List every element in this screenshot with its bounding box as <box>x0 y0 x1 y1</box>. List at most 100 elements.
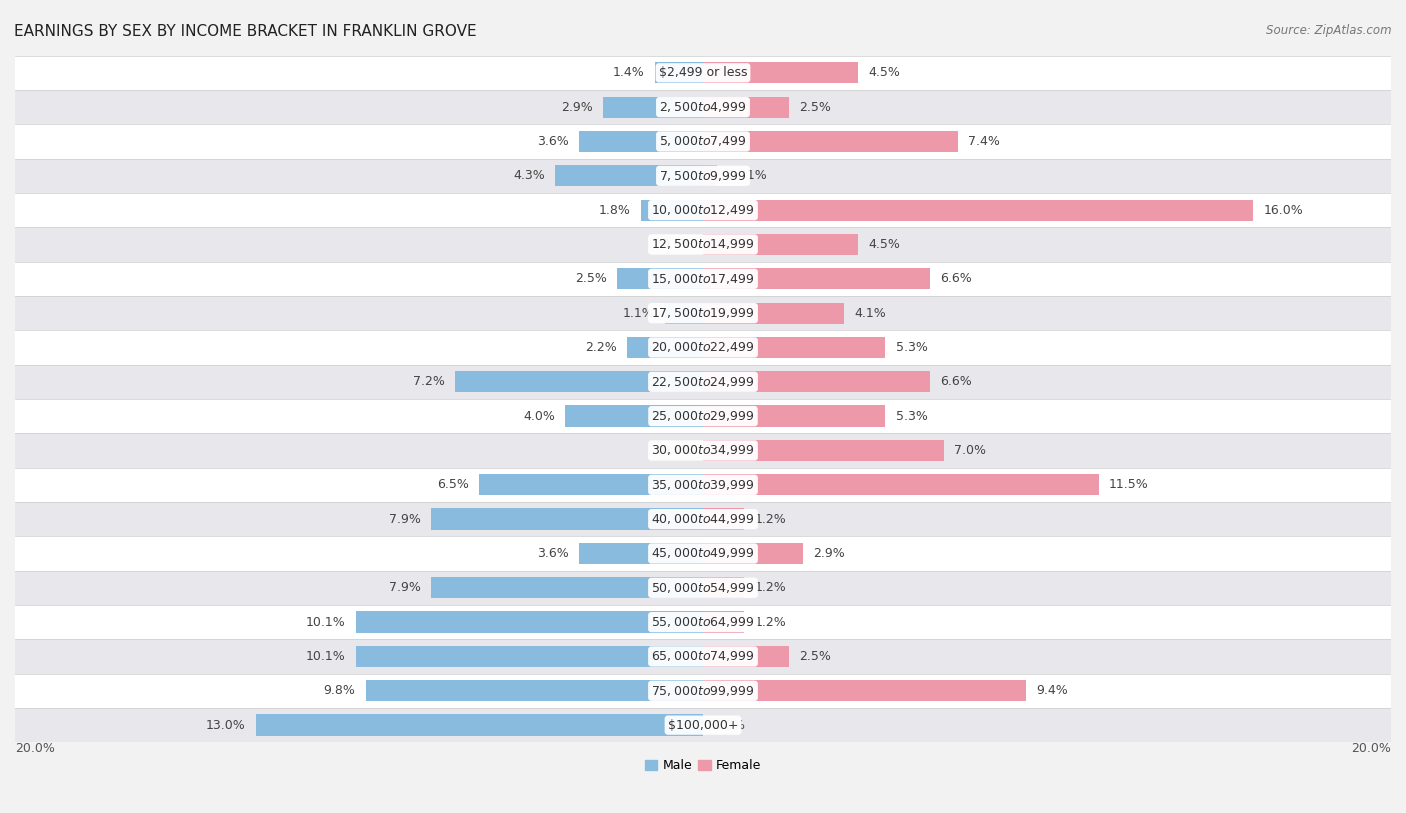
Text: $30,000 to $34,999: $30,000 to $34,999 <box>651 443 755 458</box>
Text: $5,000 to $7,499: $5,000 to $7,499 <box>659 134 747 149</box>
Bar <box>703 611 744 633</box>
Text: 4.5%: 4.5% <box>868 238 900 251</box>
Text: $2,499 or less: $2,499 or less <box>659 67 747 80</box>
Bar <box>627 337 703 358</box>
Text: 2.5%: 2.5% <box>800 650 831 663</box>
Text: 4.1%: 4.1% <box>855 307 886 320</box>
Bar <box>565 406 703 427</box>
Text: 9.4%: 9.4% <box>1036 685 1069 698</box>
Bar <box>356 646 703 667</box>
Text: $17,500 to $19,999: $17,500 to $19,999 <box>651 307 755 320</box>
Bar <box>256 715 703 736</box>
Bar <box>15 90 1391 124</box>
Bar <box>15 193 1391 228</box>
Text: 4.3%: 4.3% <box>513 169 544 182</box>
Text: $55,000 to $64,999: $55,000 to $64,999 <box>651 615 755 629</box>
Bar <box>703 62 858 84</box>
Text: $10,000 to $12,499: $10,000 to $12,499 <box>651 203 755 217</box>
Text: 2.2%: 2.2% <box>585 341 617 354</box>
Bar <box>703 131 957 152</box>
Text: 7.2%: 7.2% <box>413 376 446 389</box>
Text: 20.0%: 20.0% <box>15 742 55 755</box>
Text: $35,000 to $39,999: $35,000 to $39,999 <box>651 478 755 492</box>
Bar <box>703 337 886 358</box>
Text: 1.2%: 1.2% <box>755 513 786 526</box>
Text: 7.0%: 7.0% <box>955 444 986 457</box>
Text: 6.5%: 6.5% <box>437 478 470 491</box>
Bar <box>15 296 1391 330</box>
Bar <box>703 302 844 324</box>
Bar <box>703 543 803 564</box>
Bar <box>703 234 858 255</box>
Text: 6.6%: 6.6% <box>941 376 972 389</box>
Text: 7.4%: 7.4% <box>967 135 1000 148</box>
Bar <box>15 605 1391 639</box>
Bar <box>579 543 703 564</box>
Text: 2.5%: 2.5% <box>800 101 831 114</box>
Bar <box>15 262 1391 296</box>
Bar <box>15 330 1391 365</box>
Bar <box>432 508 703 530</box>
Text: 3.6%: 3.6% <box>537 135 569 148</box>
Bar <box>15 708 1391 742</box>
Text: $40,000 to $44,999: $40,000 to $44,999 <box>651 512 755 526</box>
Bar <box>703 372 929 393</box>
Bar <box>356 611 703 633</box>
Bar <box>703 680 1026 702</box>
Bar <box>703 646 789 667</box>
Text: EARNINGS BY SEX BY INCOME BRACKET IN FRANKLIN GROVE: EARNINGS BY SEX BY INCOME BRACKET IN FRA… <box>14 24 477 39</box>
Text: 10.1%: 10.1% <box>305 615 346 628</box>
Text: 0.0%: 0.0% <box>661 444 693 457</box>
Text: $65,000 to $74,999: $65,000 to $74,999 <box>651 650 755 663</box>
Text: 3.6%: 3.6% <box>537 547 569 560</box>
Text: 4.0%: 4.0% <box>523 410 555 423</box>
Text: 0.0%: 0.0% <box>713 719 745 732</box>
Text: 2.9%: 2.9% <box>813 547 845 560</box>
Bar <box>15 159 1391 193</box>
Bar <box>432 577 703 598</box>
Text: 20.0%: 20.0% <box>1351 742 1391 755</box>
Bar <box>15 467 1391 502</box>
Text: 5.3%: 5.3% <box>896 410 928 423</box>
Bar <box>366 680 703 702</box>
Text: $75,000 to $99,999: $75,000 to $99,999 <box>651 684 755 698</box>
Bar <box>603 97 703 118</box>
Text: 1.4%: 1.4% <box>613 67 644 80</box>
Text: 2.5%: 2.5% <box>575 272 606 285</box>
Text: $12,500 to $14,999: $12,500 to $14,999 <box>651 237 755 251</box>
Bar <box>15 571 1391 605</box>
Bar <box>703 440 943 461</box>
Bar <box>15 365 1391 399</box>
Bar <box>665 302 703 324</box>
Bar <box>703 199 1253 221</box>
Text: $100,000+: $100,000+ <box>668 719 738 732</box>
Text: 6.6%: 6.6% <box>941 272 972 285</box>
Bar <box>655 62 703 84</box>
Bar <box>15 55 1391 90</box>
Text: $7,500 to $9,999: $7,500 to $9,999 <box>659 169 747 183</box>
Text: 1.1%: 1.1% <box>623 307 655 320</box>
Text: $25,000 to $29,999: $25,000 to $29,999 <box>651 409 755 423</box>
Text: 7.9%: 7.9% <box>389 513 420 526</box>
Bar <box>703 406 886 427</box>
Text: 5.3%: 5.3% <box>896 341 928 354</box>
Bar <box>15 399 1391 433</box>
Bar <box>617 268 703 289</box>
Text: 4.5%: 4.5% <box>868 67 900 80</box>
Text: 9.8%: 9.8% <box>323 685 356 698</box>
Bar <box>703 474 1098 495</box>
Bar <box>15 502 1391 537</box>
Bar <box>15 639 1391 674</box>
Text: 7.9%: 7.9% <box>389 581 420 594</box>
Text: 2.9%: 2.9% <box>561 101 593 114</box>
Bar <box>703 97 789 118</box>
Bar <box>15 674 1391 708</box>
Bar <box>579 131 703 152</box>
Text: 11.5%: 11.5% <box>1109 478 1149 491</box>
Text: 10.1%: 10.1% <box>305 650 346 663</box>
Text: 0.0%: 0.0% <box>661 238 693 251</box>
Text: 0.41%: 0.41% <box>727 169 768 182</box>
Bar <box>15 124 1391 159</box>
Bar <box>15 228 1391 262</box>
Bar <box>456 372 703 393</box>
